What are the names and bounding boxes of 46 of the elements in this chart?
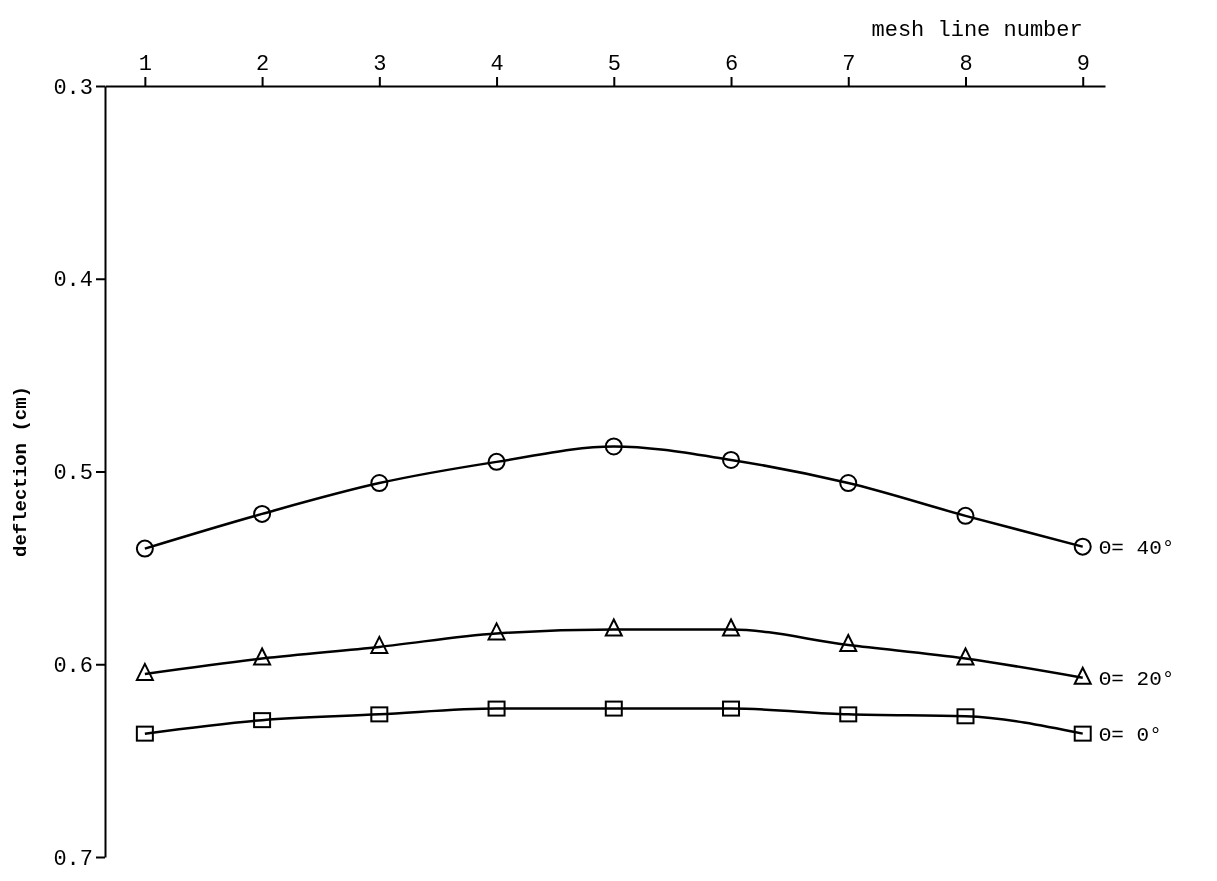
y-tick-label: 0.6 (53, 653, 93, 679)
point (956, 708, 975, 725)
x-tick-label: 3 (373, 52, 387, 77)
point (604, 437, 623, 456)
point (722, 700, 741, 717)
x-tick-label: 5 (607, 52, 621, 77)
x-axis-title: mesh line number (871, 18, 1083, 43)
point (1073, 666, 1092, 685)
x-tick-label: 2 (255, 52, 270, 77)
y-tick-label: 0.4 (53, 268, 93, 294)
y-tick-label: 0.3 (53, 75, 93, 101)
x-tick-label: 4 (490, 52, 504, 77)
point (956, 506, 975, 525)
point (487, 700, 506, 717)
point (253, 712, 272, 729)
series-label: Θ= 40° (1098, 536, 1175, 560)
point (1073, 537, 1092, 556)
x-tick-label: 9 (1076, 52, 1090, 77)
point (487, 452, 506, 471)
y-tick-label: 0.5 (53, 461, 93, 487)
series-label: Θ= 0° (1098, 723, 1162, 747)
point (370, 706, 389, 723)
x-tick-label: 8 (959, 52, 973, 77)
point (839, 706, 858, 723)
point (135, 662, 154, 681)
x-tick-label: 6 (724, 52, 739, 77)
y-tick-label: 0.7 (53, 846, 93, 872)
point (370, 474, 389, 493)
y-axis-title: deflection (cm) (10, 385, 32, 558)
point (135, 725, 154, 742)
point (487, 622, 506, 641)
point (722, 450, 741, 469)
point (370, 635, 389, 654)
point (253, 647, 272, 666)
point (604, 700, 623, 717)
x-tick-label: 7 (842, 52, 856, 77)
point (135, 539, 154, 558)
point (956, 647, 975, 666)
point (1073, 725, 1092, 742)
x-tick-label: 1 (138, 52, 152, 77)
point (604, 618, 623, 637)
point (839, 633, 858, 652)
point (839, 474, 858, 493)
point (722, 618, 741, 637)
series-label: Θ= 20° (1098, 667, 1175, 691)
point (253, 504, 272, 523)
